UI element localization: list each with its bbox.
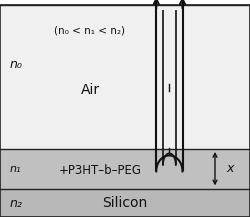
Text: (n₀ < n₁ < n₂): (n₀ < n₁ < n₂)	[54, 25, 126, 35]
Text: x: x	[226, 162, 234, 175]
Text: n₂: n₂	[10, 197, 23, 210]
Text: +P3HT–b–PEG: +P3HT–b–PEG	[58, 164, 142, 177]
Text: Air: Air	[80, 83, 100, 97]
Text: n₀: n₀	[10, 58, 23, 71]
Text: Silicon: Silicon	[102, 196, 148, 210]
Text: n₁: n₁	[10, 164, 22, 174]
Bar	[0, 189, 250, 217]
Bar	[0, 5, 250, 149]
Bar	[0, 149, 250, 189]
